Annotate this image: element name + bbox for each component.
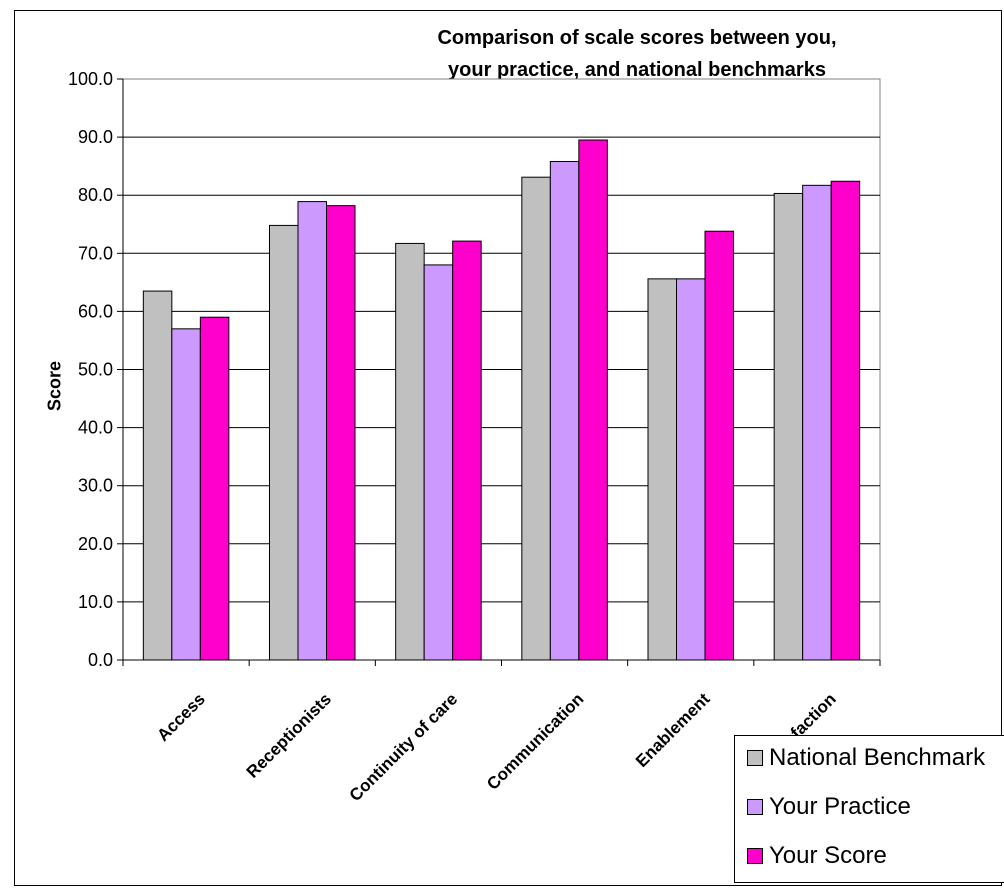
bar-your-score-satisfaction [830, 180, 861, 661]
bar-national-benchmark-continuity-of-care [395, 242, 425, 661]
legend-swatch-your-practice [747, 799, 763, 815]
bar-your-score-access [199, 316, 230, 661]
x-tick-label-communication: Communication [483, 689, 587, 793]
x-tick-label-continuity-of-care: Continuity of care [346, 689, 462, 805]
y-tick-label: 0.0 [88, 650, 113, 670]
bar-your-practice-communication [549, 161, 580, 661]
legend-item-your-practice: Your Practice [747, 793, 911, 821]
y-tick-label: 20.0 [78, 534, 113, 554]
y-tick-label: 100.0 [68, 69, 113, 89]
bar-your-score-communication [578, 139, 608, 661]
x-tick-label-receptionists: Receptionists [243, 689, 335, 781]
x-tick-label-access: Access [153, 689, 209, 745]
y-tick-label: 30.0 [78, 476, 113, 496]
y-tick-label: 60.0 [78, 301, 113, 321]
y-tick-label: 90.0 [78, 127, 113, 147]
legend-item-national-benchmark: National Benchmark [747, 744, 985, 772]
x-tick-label-enablement: Enablement [632, 689, 714, 771]
legend-label-your-practice: Your Practice [769, 793, 911, 820]
bar-your-practice-receptionists [297, 201, 327, 661]
legend-item-your-score: Your Score [747, 842, 887, 870]
bar-national-benchmark-receptionists [269, 224, 299, 661]
bar-your-practice-satisfaction [802, 184, 832, 661]
chart-title: Comparison of scale scores between you, [437, 27, 837, 49]
y-tick-label: 50.0 [78, 360, 113, 380]
chart-subtitle: your practice, and national benchmarks [448, 59, 826, 81]
legend-swatch-your-score [747, 848, 763, 864]
bar-your-practice-enablement [676, 278, 706, 661]
bar-your-score-continuity-of-care [452, 240, 482, 661]
bar-national-benchmark-satisfaction [773, 192, 804, 661]
bar-national-benchmark-enablement [647, 278, 677, 661]
bar-your-score-enablement [704, 230, 734, 661]
y-tick-label: 80.0 [78, 185, 113, 205]
legend-label-your-score: Your Score [769, 842, 887, 869]
bar-your-practice-continuity-of-care [423, 264, 454, 661]
bar-national-benchmark-access [142, 290, 173, 661]
legend-label-national-benchmark: National Benchmark [769, 744, 986, 771]
legend-swatch-national-benchmark [747, 750, 763, 766]
y-tick-label: 40.0 [78, 418, 113, 438]
bar-national-benchmark-communication [521, 176, 551, 661]
legend: National Benchmark Your Practice Your Sc… [734, 735, 1004, 883]
y-tick-label: 70.0 [78, 243, 113, 263]
bar-your-practice-access [171, 328, 201, 661]
bar-your-score-receptionists [326, 205, 356, 661]
y-tick-label: 10.0 [78, 592, 113, 612]
